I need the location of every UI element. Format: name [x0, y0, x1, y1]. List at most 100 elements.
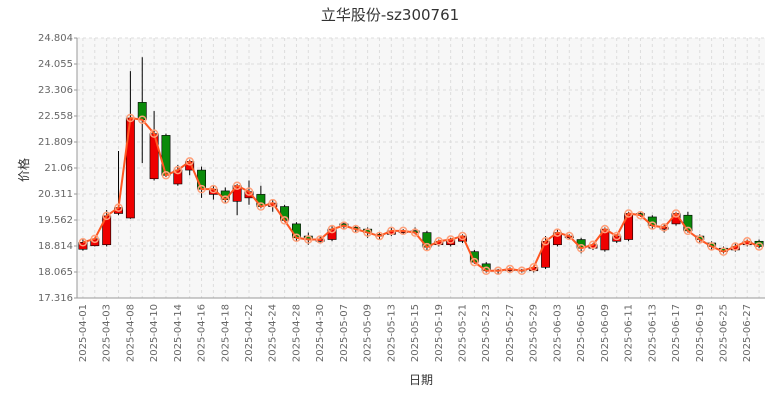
- close-marker: [398, 226, 408, 236]
- x-tick-label: 2025-05-19: [434, 304, 445, 362]
- close-marker: [102, 211, 111, 221]
- close-marker: [636, 210, 645, 220]
- x-tick-label: 2025-04-01: [78, 304, 89, 362]
- x-tick-label: 2025-04-10: [149, 304, 160, 362]
- close-marker: [422, 242, 432, 252]
- close-marker: [244, 187, 254, 196]
- y-tick-label: 18.814: [38, 241, 73, 252]
- x-tick-label: 2025-04-16: [197, 304, 208, 362]
- close-marker: [268, 198, 277, 208]
- close-marker: [387, 226, 396, 236]
- close-marker: [280, 216, 289, 225]
- x-tick-label: 2025-06-11: [624, 304, 635, 362]
- x-tick-label: 2025-04-24: [268, 304, 279, 362]
- close-marker: [209, 184, 218, 194]
- close-marker: [304, 235, 313, 244]
- y-tick-label: 19.562: [38, 215, 73, 226]
- x-tick-label: 2025-06-17: [671, 304, 682, 362]
- x-tick-label: 2025-05-23: [481, 304, 492, 362]
- close-marker: [517, 266, 527, 276]
- x-tick-label: 2025-04-14: [173, 304, 184, 362]
- close-marker: [742, 237, 752, 246]
- close-marker: [173, 165, 183, 175]
- close-marker: [683, 226, 693, 236]
- close-marker: [600, 224, 610, 234]
- x-tick-label: 2025-06-27: [742, 304, 753, 362]
- close-marker: [114, 203, 123, 212]
- close-marker: [588, 240, 598, 249]
- x-tick-label: 2025-06-25: [718, 304, 729, 362]
- x-tick-label: 2025-06-19: [695, 304, 706, 362]
- x-tick-label: 2025-05-13: [386, 304, 397, 362]
- close-marker: [351, 224, 361, 234]
- x-tick-label: 2025-06-13: [647, 304, 658, 362]
- close-marker: [90, 234, 100, 244]
- close-marker: [565, 231, 574, 241]
- close-marker: [695, 235, 705, 244]
- close-marker: [137, 115, 147, 124]
- x-tick-label: 2025-05-29: [529, 304, 540, 362]
- chart-title: 立华股份-sz300761: [321, 6, 459, 24]
- y-tick-label: 17.316: [38, 293, 73, 304]
- close-marker: [221, 195, 230, 204]
- y-tick-label: 24.804: [38, 33, 73, 44]
- y-tick-label: 18.065: [38, 267, 73, 278]
- close-line: [82, 116, 760, 272]
- y-tick-label: 20.311: [38, 189, 73, 200]
- close-marker: [659, 223, 669, 232]
- close-marker: [197, 184, 206, 194]
- x-tick-label: 2025-04-18: [220, 304, 231, 362]
- y-tick-label: 23.306: [38, 85, 73, 96]
- candle-body: [161, 135, 171, 176]
- y-tick-label: 24.055: [38, 59, 73, 70]
- x-tick-label: 2025-05-07: [339, 304, 350, 362]
- close-marker: [470, 257, 479, 267]
- x-axis-label: 日期: [409, 373, 433, 387]
- close-marker: [553, 228, 562, 237]
- close-marker: [410, 228, 420, 237]
- close-marker: [458, 231, 467, 241]
- close-marker: [185, 157, 194, 166]
- close-marker: [707, 242, 716, 251]
- close-marker: [541, 237, 550, 246]
- close-marker: [315, 235, 325, 244]
- x-tick-label: 2025-04-03: [102, 304, 113, 362]
- x-tick-label: 2025-04-30: [315, 304, 326, 362]
- close-marker: [78, 238, 88, 247]
- close-marker: [719, 247, 728, 256]
- close-marker: [339, 221, 349, 230]
- close-marker: [529, 263, 538, 272]
- x-tick-label: 2025-06-03: [552, 304, 563, 362]
- marks: [78, 57, 764, 276]
- close-marker: [671, 209, 681, 218]
- x-tick-label: 2025-06-05: [576, 304, 587, 362]
- close-marker: [327, 224, 337, 234]
- x-tick-label: 2025-04-08: [125, 304, 136, 362]
- close-marker: [446, 235, 455, 244]
- y-tick-label: 21.06: [44, 163, 73, 174]
- close-marker: [612, 231, 621, 241]
- close-marker: [731, 242, 740, 251]
- close-marker: [232, 181, 242, 190]
- x-tick-label: 2025-04-28: [291, 304, 302, 362]
- close-marker: [363, 228, 372, 237]
- close-marker: [434, 237, 444, 246]
- close-marker: [375, 231, 384, 241]
- close-marker: [624, 209, 633, 218]
- x-tick-label: 2025-05-21: [458, 304, 469, 362]
- x-tick-label: 2025-05-09: [363, 304, 374, 362]
- x-tick-label: 2025-06-09: [600, 304, 611, 362]
- close-marker: [754, 242, 764, 251]
- close-marker: [292, 233, 301, 243]
- close-marker: [126, 113, 135, 123]
- close-marker: [505, 264, 515, 274]
- close-marker: [481, 266, 491, 276]
- close-marker: [493, 266, 503, 276]
- x-tick-label: 2025-05-15: [410, 304, 421, 362]
- y-tick-label: 21.809: [38, 137, 73, 148]
- x-tick-label: 2025-04-22: [244, 304, 255, 362]
- x-tick-label: 2025-05-27: [505, 304, 516, 362]
- close-marker: [576, 243, 586, 253]
- y-axis-label: 价格: [16, 158, 31, 182]
